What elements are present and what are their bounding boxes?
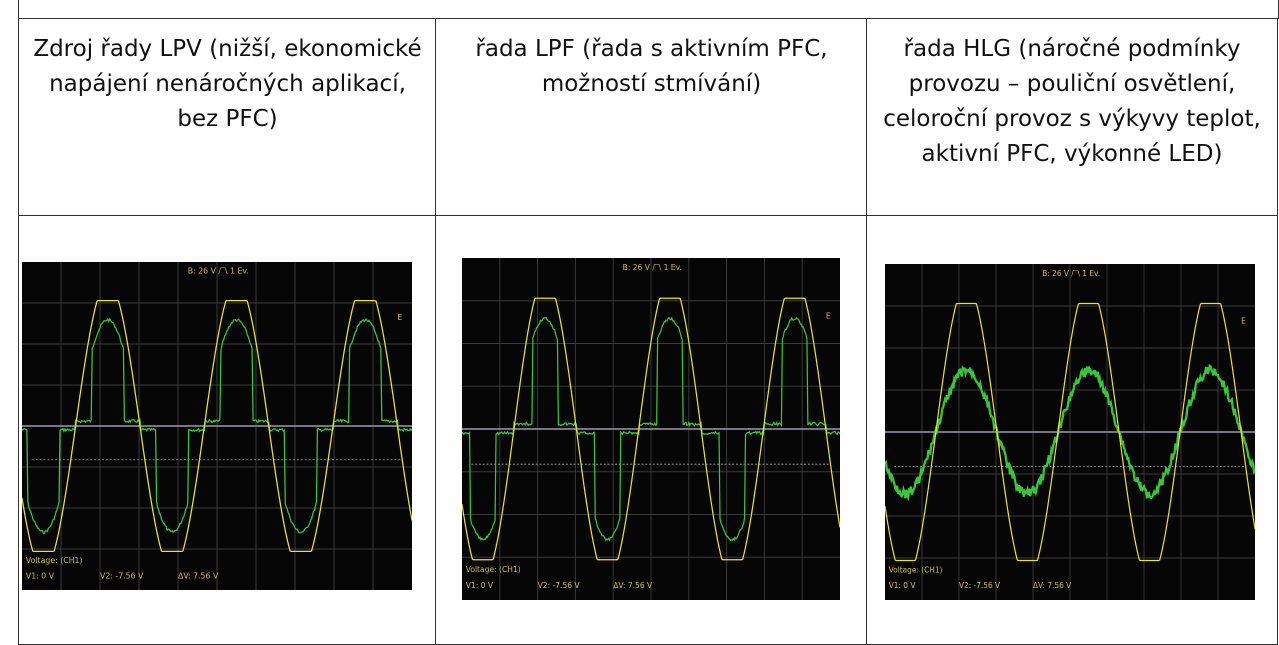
header-cell: řada LPF (řada s aktivním PFC, možností … [435,18,867,216]
top-band [18,0,1279,19]
v2-label: V2: -7.56 V [959,581,1001,590]
channel-label: Voltage: (CH1) [889,565,943,574]
page: Zdroj řady LPV (nižší, ekonomické napáje… [0,0,1279,641]
oscilloscope: B: 26 V /‾\ 1 Ev. E Voltage: (CH1) V1: 0 V V… [22,262,412,590]
dv-label: ΔV: 7.56 V [613,581,653,590]
v1-label: V1: 0 V [889,581,916,590]
header-cell: řada HLG (náročné podmínky provozu – pou… [866,18,1278,216]
dv-label: ΔV: 7.56 V [1033,581,1072,590]
marker-label: E [826,311,831,320]
marker-label: E [397,313,402,322]
trigger-label: B: 26 V /‾\ 1 Ev. [623,263,682,272]
oscilloscope: B: 26 V /‾\ 1 Ev. E Voltage: (CH1) V1: 0 V V… [462,258,840,600]
channel-label: Voltage: (CH1) [26,556,83,565]
marker-label: E [1241,316,1246,325]
v1-label: V1: 0 V [26,571,55,580]
v2-label: V2: -7.56 V [100,571,144,580]
v2-label: V2: -7.56 V [538,581,581,590]
trigger-label: B: 26 V /‾\ 1 Ev. [188,267,249,276]
header-cell: Zdroj řady LPV (nižší, ekonomické napáje… [18,18,436,216]
oscilloscope: B: 26 V /‾\ 1 Ev. E Voltage: (CH1) V1: 0 V V… [885,264,1255,600]
trigger-label: B: 26 V /‾\ 1 Ev. [1042,269,1100,278]
dv-label: ΔV: 7.56 V [178,571,219,580]
channel-label: Voltage: (CH1) [466,565,521,574]
v1-label: V1: 0 V [466,581,494,590]
